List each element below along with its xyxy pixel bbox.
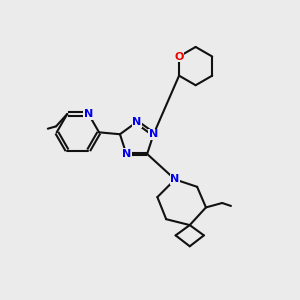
Text: N: N bbox=[84, 109, 93, 119]
Text: N: N bbox=[122, 149, 131, 159]
Text: N: N bbox=[149, 129, 158, 139]
Text: N: N bbox=[132, 117, 141, 127]
Text: O: O bbox=[174, 52, 184, 61]
Text: N: N bbox=[170, 174, 180, 184]
